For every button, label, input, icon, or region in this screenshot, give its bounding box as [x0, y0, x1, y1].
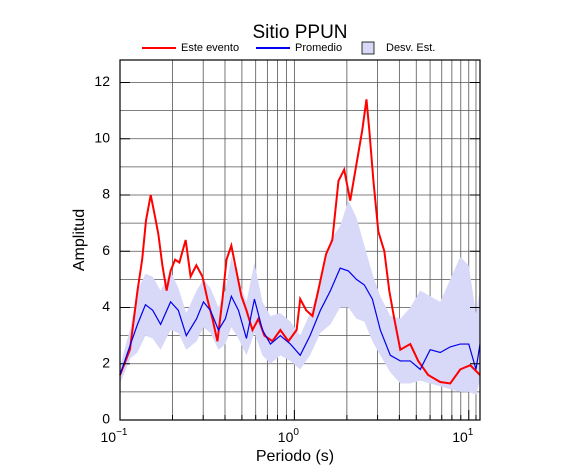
legend-label: Promedio [295, 42, 342, 54]
series-line [119, 99, 481, 385]
y-tick-label: 4 [102, 298, 110, 314]
legend-swatch [361, 41, 375, 55]
x-tick-label: 101 [452, 427, 474, 445]
x-tick-base: 10 [452, 429, 468, 445]
x-tick-label: 100 [278, 427, 300, 445]
x-tick-base: 10 [278, 429, 294, 445]
std-band [120, 200, 480, 395]
legend-label: Este evento [181, 42, 239, 54]
y-axis-label: Amplitud [71, 209, 88, 271]
chart-title: Sitio PPUN [252, 22, 347, 43]
x-tick-exponent: 1 [468, 427, 474, 438]
y-tick-label: 8 [102, 186, 110, 202]
x-tick-exponent: 0 [293, 427, 299, 438]
y-tick-label: 0 [102, 411, 110, 427]
legend: Este evento Promedio Desv. Est. [142, 41, 435, 55]
y-tick-label: 12 [94, 73, 110, 89]
x-tick-exponent: −1 [116, 427, 128, 438]
x-axis-label: Periodo (s) [256, 448, 334, 465]
plot-data [119, 99, 481, 395]
x-tick-base: 10 [101, 429, 117, 445]
y-tick-label: 10 [94, 129, 110, 145]
y-tick-label: 6 [102, 242, 110, 258]
plot-frame [119, 59, 481, 421]
y-tick-label: 2 [102, 354, 110, 370]
series-line [119, 267, 481, 376]
legend-label: Desv. Est. [386, 42, 435, 54]
x-tick-label: 10−1 [101, 427, 128, 445]
